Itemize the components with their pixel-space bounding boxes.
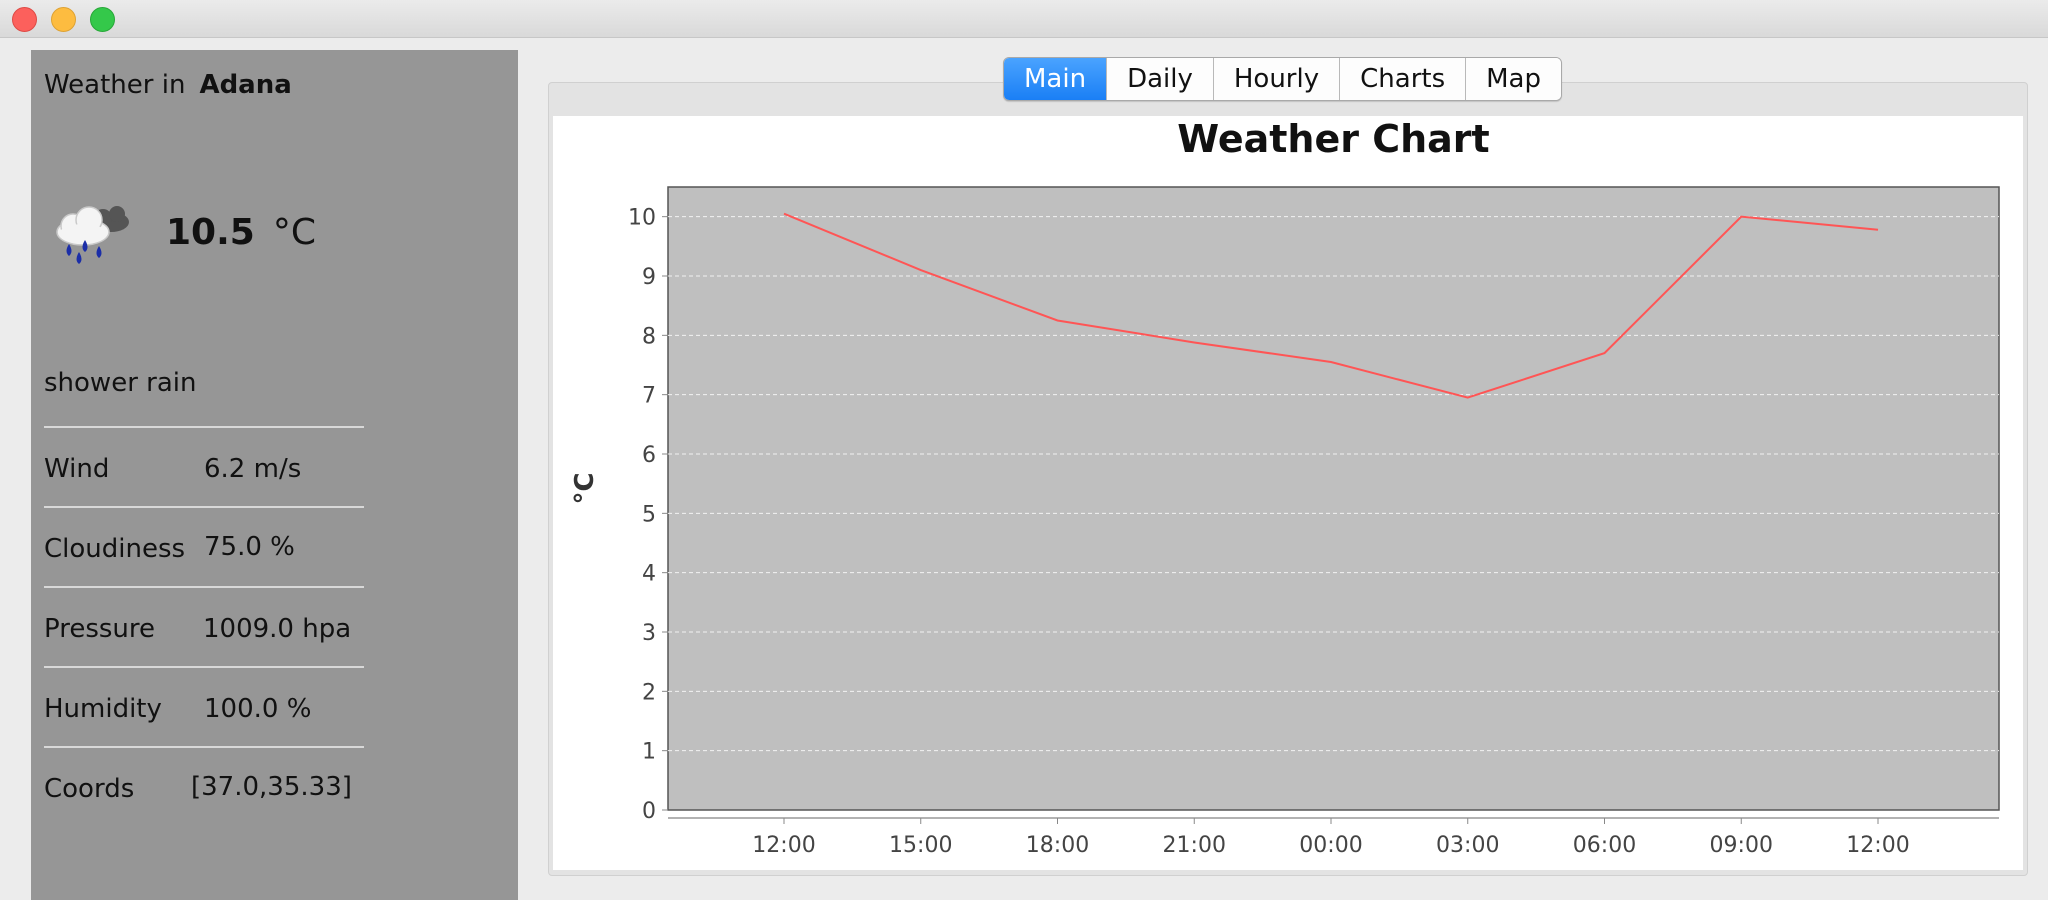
cloudiness-value: 75.0 % <box>204 532 295 562</box>
temperature-value: 10.5 <box>166 212 255 253</box>
y-tick-label: 6 <box>642 443 656 468</box>
tab-charts[interactable]: Charts <box>1339 58 1466 100</box>
y-tick-label: 9 <box>642 265 656 290</box>
weather-chart-svg: Weather Chart 0 1 2 3 4 5 6 7 8 9 10 12:00 15:00 18:00… <box>570 117 2000 858</box>
x-tick-label: 00:00 <box>1299 833 1362 858</box>
x-tick-label: 06:00 <box>1573 833 1636 858</box>
divider <box>44 426 364 428</box>
window-minimize-button[interactable] <box>51 7 76 32</box>
city-name: Adana <box>199 70 292 100</box>
tab-daily[interactable]: Daily <box>1106 58 1213 100</box>
weather-chart: Weather Chart 0 1 2 3 4 5 6 7 8 9 10 12:00 15:00 18:00… <box>553 116 2023 870</box>
current-temperature: 10.5 °C <box>166 212 316 253</box>
y-tick-label: 7 <box>642 384 656 409</box>
x-tick-label: 03:00 <box>1436 833 1499 858</box>
divider <box>44 666 364 668</box>
current-weather-sidebar: Weather in Adana 10.5 °C shower rain Wind … <box>31 50 518 900</box>
x-tick-label: 12:00 <box>752 833 815 858</box>
coords-label: Coords <box>44 774 135 804</box>
x-tick-label: 12:00 <box>1846 833 1909 858</box>
plot-area <box>667 186 2000 811</box>
temperature-unit: °C <box>272 212 316 253</box>
y-tick-label: 4 <box>642 562 656 587</box>
wind-value: 6.2 m/s <box>204 454 302 484</box>
x-tick-label: 18:00 <box>1026 833 1089 858</box>
y-axis-label: °C <box>570 472 600 504</box>
humidity-label: Humidity <box>44 694 162 724</box>
y-tick-label: 1 <box>642 740 656 765</box>
y-tick-label: 2 <box>642 680 656 705</box>
coords-value: [37.0,35.33] <box>191 772 352 802</box>
divider <box>44 586 364 588</box>
weather-description: shower rain <box>44 368 197 398</box>
window-titlebar <box>0 0 2048 38</box>
tab-hourly[interactable]: Hourly <box>1212 58 1340 100</box>
cloud-rain-icon <box>56 206 129 264</box>
location-header: Weather in Adana <box>44 70 292 100</box>
pressure-label: Pressure <box>44 614 156 644</box>
pressure-value: 1009.0 hpa <box>203 614 352 644</box>
window-maximize-button[interactable] <box>90 7 115 32</box>
y-tick-label: 3 <box>642 621 656 646</box>
x-tick-label: 09:00 <box>1710 833 1773 858</box>
y-tick-label: 5 <box>642 502 656 527</box>
tab-bar: Main Daily Hourly Charts Map <box>1003 57 1562 101</box>
window-close-button[interactable] <box>12 7 37 32</box>
chart-title: Weather Chart <box>1177 117 1489 161</box>
y-tick-label: 8 <box>642 324 656 349</box>
tab-map[interactable]: Map <box>1465 58 1561 100</box>
divider <box>44 746 364 748</box>
divider <box>44 506 364 508</box>
tab-main[interactable]: Main <box>1004 58 1107 100</box>
temperature-series-line <box>783 212 1879 399</box>
y-tick-label: 10 <box>628 206 656 231</box>
wind-label: Wind <box>44 454 110 484</box>
humidity-value: 100.0 % <box>204 694 312 724</box>
cloudiness-label: Cloudiness <box>44 534 186 564</box>
weather-in-label: Weather in <box>44 70 186 100</box>
x-tick-label: 21:00 <box>1163 833 1226 858</box>
y-tick-label: 0 <box>642 799 656 824</box>
x-tick-label: 15:00 <box>889 833 952 858</box>
